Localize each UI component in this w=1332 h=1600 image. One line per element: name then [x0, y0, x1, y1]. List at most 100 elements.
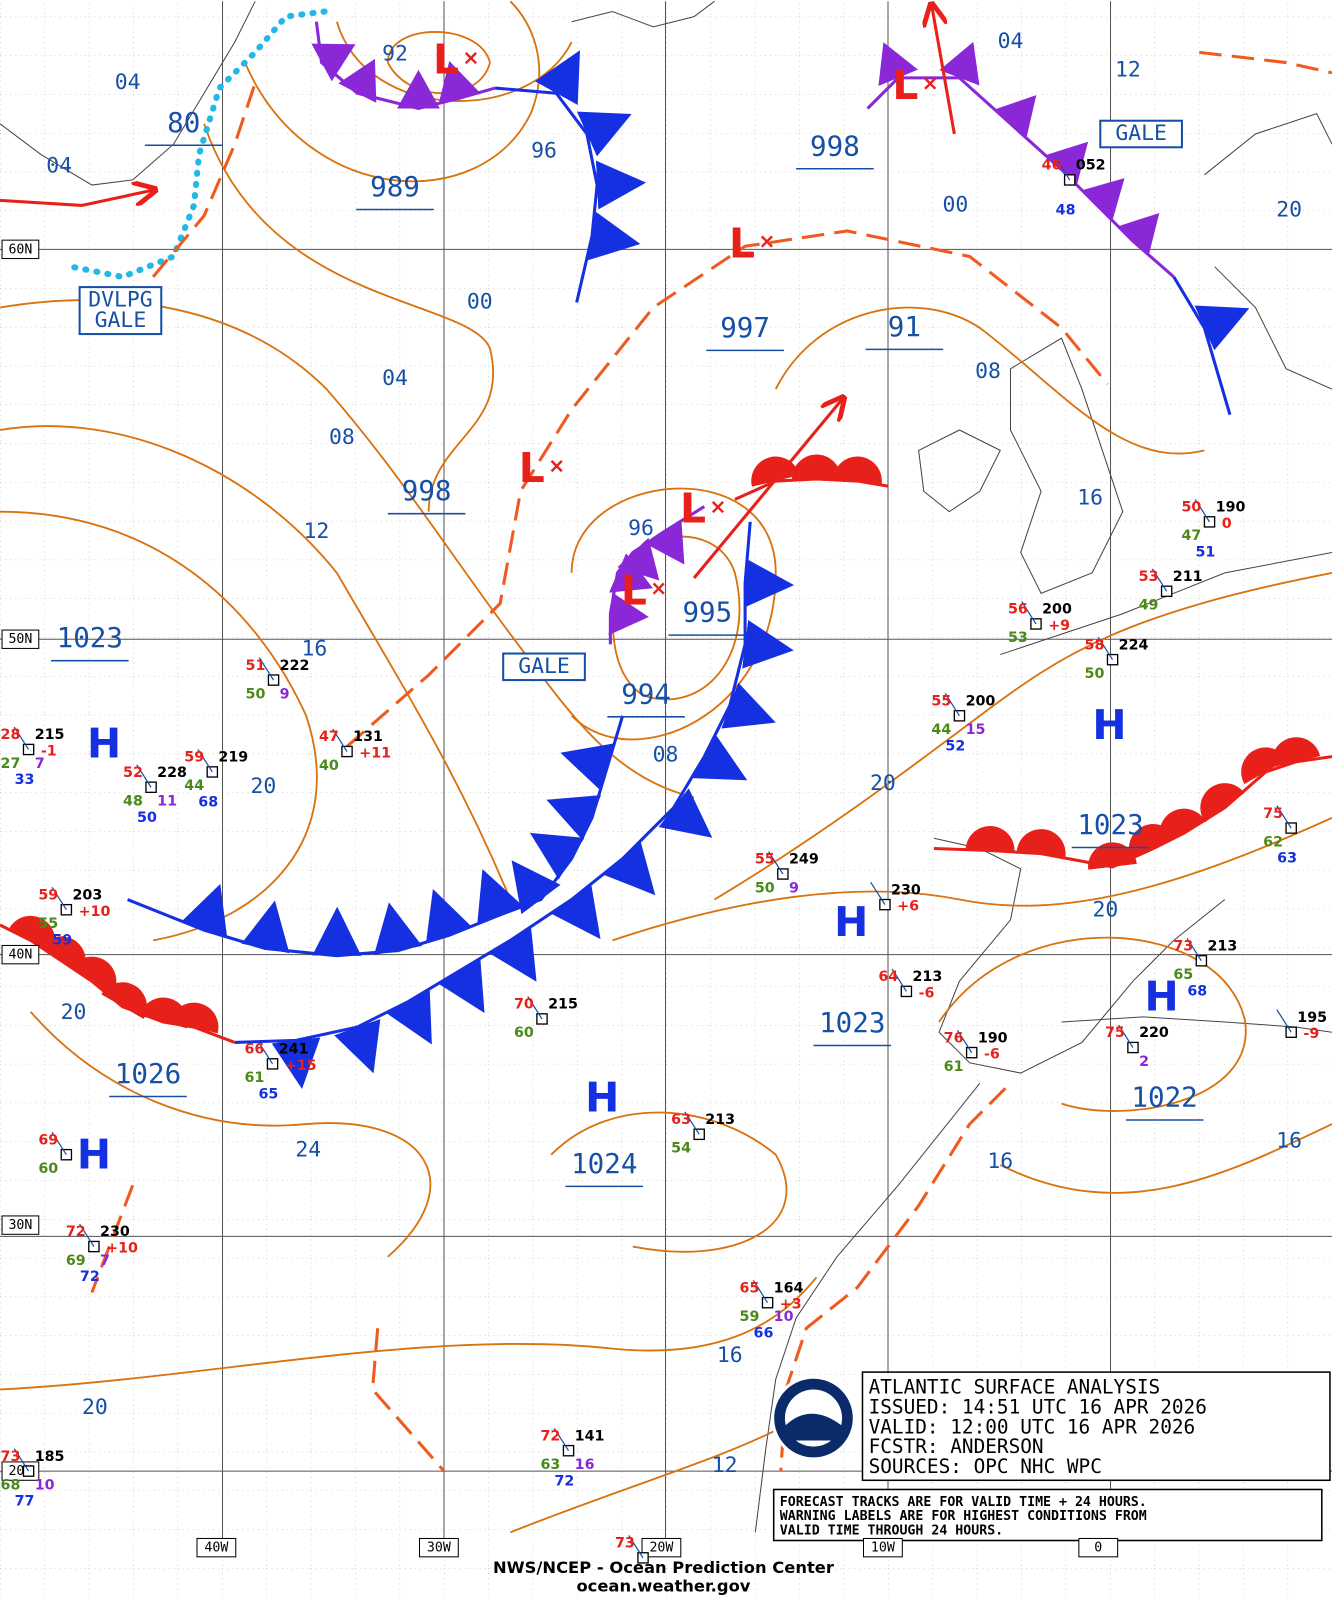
footer-line: ocean.weather.gov [576, 1577, 750, 1596]
wind-barb [136, 764, 152, 788]
wind-barb [1118, 1024, 1134, 1048]
lon-label-box [862, 1537, 903, 1558]
station-symbol [266, 1058, 279, 1070]
visibility: 16 [575, 1457, 595, 1473]
isobar-label: 1022 [1131, 1082, 1197, 1114]
pressure: 190 [1216, 500, 1246, 516]
low-center: L [680, 485, 706, 533]
footer-line: NWS/NCEP - Ocean Prediction Center [493, 1558, 834, 1577]
isobar-label: 20 [250, 774, 276, 799]
info-line: SOURCES: OPC NHC WPC [869, 1455, 1102, 1478]
isobar-label: 20 [1276, 198, 1302, 223]
isobar-label: 08 [653, 743, 679, 768]
wind-barb [891, 968, 907, 992]
isobar-label: 1023 [1077, 809, 1143, 841]
pressure: 222 [280, 658, 310, 674]
visibility: 11 [157, 794, 177, 810]
sea-temp: 48 [1056, 203, 1076, 219]
info-box [772, 1371, 1331, 1542]
station-plot: 58 50 224 [1085, 636, 1149, 682]
station-plot: 47 40 131+11 [319, 728, 391, 774]
low-center: L [621, 566, 647, 614]
station-symbol [1195, 954, 1208, 967]
dewpoint: 44 [931, 722, 951, 738]
pressure: 131 [353, 729, 383, 745]
lon-label: 30W [427, 1541, 451, 1556]
lon-label-box [418, 1537, 459, 1558]
temperature: 52 [123, 765, 143, 781]
pressure: 224 [1119, 637, 1149, 653]
info-line: ATLANTIC SURFACE ANALYSIS [869, 1376, 1161, 1399]
pressure: 230 [100, 1224, 130, 1240]
high-center: H [834, 898, 868, 946]
isobar-label: 12 [1115, 58, 1141, 83]
temperature: 69 [38, 1132, 58, 1148]
dewpoint: 53 [1008, 630, 1028, 646]
temperature: 58 [1085, 637, 1105, 653]
station-plot: 53 49 211 [1139, 568, 1203, 614]
station-plot: 76 61 190-6 [944, 1029, 1008, 1075]
isobar-label: 12 [304, 519, 330, 544]
dewpoint: 50 [755, 880, 775, 896]
wind-barb [1097, 636, 1114, 660]
temperature: 28 [1, 727, 21, 743]
dewpoint: 69 [66, 1253, 86, 1269]
isobar-label: 1024 [571, 1148, 637, 1180]
temperature: 64 [878, 969, 898, 985]
noaa-logo [771, 1375, 856, 1461]
wind-barb [332, 728, 348, 752]
dewpoint: 47 [1181, 528, 1201, 544]
wind-barb [768, 851, 784, 875]
low-x: × [548, 454, 565, 478]
pressure: 190 [978, 1030, 1008, 1046]
temperature: 76 [944, 1030, 964, 1046]
wind-barb [527, 996, 543, 1020]
station-plot: 195-9 [1276, 1009, 1327, 1042]
dewpoint: 27 [1, 756, 21, 772]
low-x: × [709, 495, 726, 519]
low-x: × [922, 71, 939, 95]
isobar-label: 16 [301, 636, 327, 661]
dewpoint: 61 [944, 1059, 964, 1075]
pressure-tendency: +15 [285, 1058, 317, 1074]
isobar-label: 998 [810, 130, 860, 162]
wind-barb [870, 881, 886, 905]
dewpoint: 50 [246, 686, 266, 702]
low-x: × [462, 45, 479, 69]
dewpoint: 68 [1, 1477, 21, 1493]
temperature: 59 [38, 887, 58, 903]
isobar-label: 997 [720, 312, 770, 344]
isobar-label: 04 [46, 154, 72, 179]
lat-label: 60N [8, 242, 32, 257]
wind-barb [1194, 499, 1211, 523]
isobar-label: 08 [975, 359, 1001, 384]
isobar-label: 16 [987, 1149, 1013, 1174]
isobar-label: 998 [402, 475, 452, 507]
isobar-label: 16 [1276, 1128, 1302, 1153]
station-plot: 75 220 2 [1105, 1024, 1169, 1070]
dewpoint: 59 [740, 1309, 760, 1325]
visibility: 7 [35, 756, 45, 772]
station-plot: 46 052 48 [1042, 157, 1106, 219]
dewpoint: 62 [1263, 834, 1283, 850]
high-center: H [585, 1074, 619, 1122]
pressure: 185 [35, 1449, 65, 1465]
station-symbol [1127, 1041, 1139, 1054]
wind-barb [258, 657, 275, 681]
pressure-tendency: -6 [919, 985, 935, 1001]
wind-barb [197, 749, 213, 773]
isobar-label: 16 [717, 1343, 743, 1368]
wind-barb [51, 886, 67, 911]
pressure: 164 [774, 1280, 804, 1296]
dewpoint: 55 [38, 916, 58, 932]
dewpoint: 61 [244, 1070, 264, 1086]
fronts [0, 6, 1332, 1473]
isobar-label: 00 [942, 192, 968, 217]
isobar-label: 1026 [115, 1058, 181, 1090]
visibility: 7 [100, 1253, 110, 1269]
wind-barb [553, 1427, 570, 1452]
isobar-label: 91 [888, 311, 921, 343]
